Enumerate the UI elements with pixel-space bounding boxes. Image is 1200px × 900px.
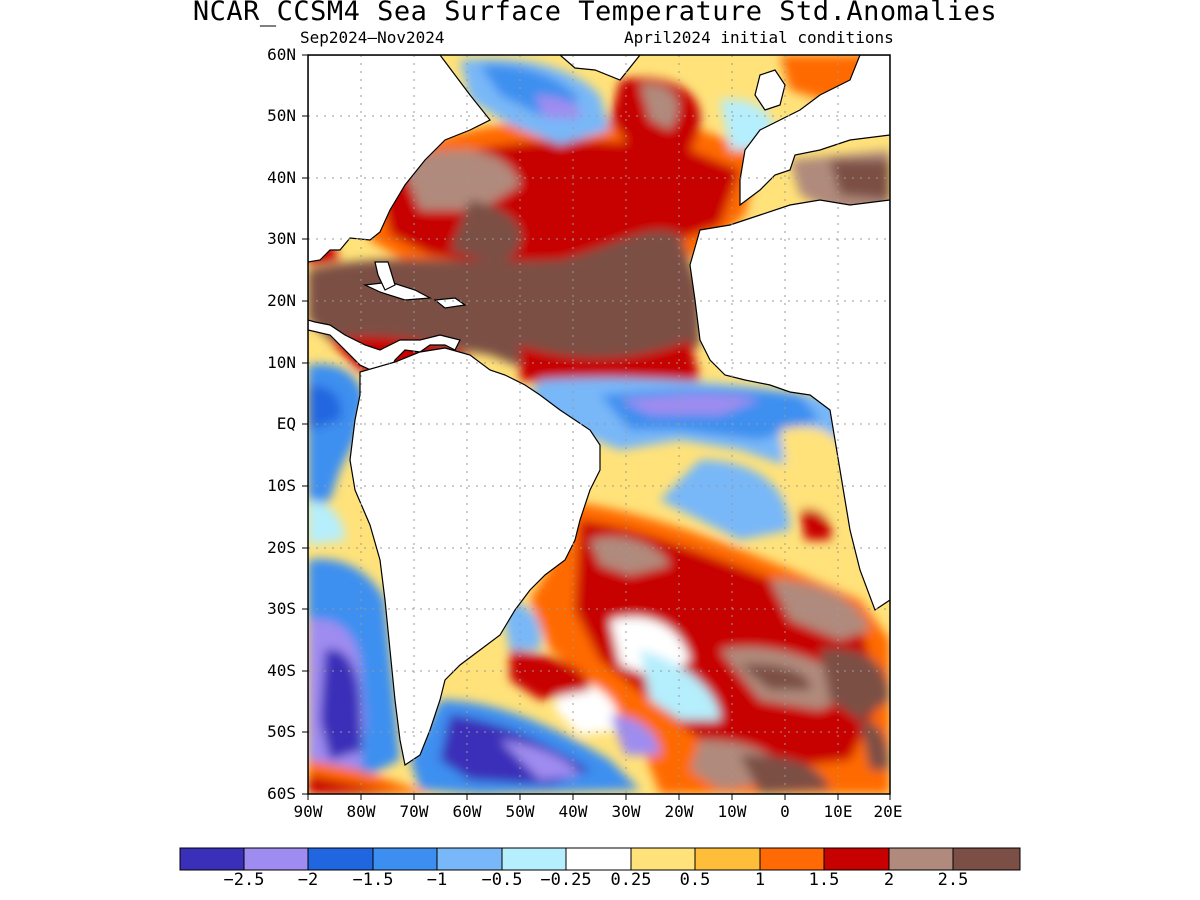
- lat-label: 40S: [267, 661, 296, 680]
- colorbar-label: −2.5: [223, 870, 265, 890]
- lon-label: 80W: [346, 802, 376, 821]
- lat-label: 30S: [267, 599, 296, 618]
- lon-label: 0: [780, 802, 790, 821]
- lon-label: 60W: [452, 802, 482, 821]
- lon-label: 20W: [664, 802, 694, 821]
- colorbar-label: 2: [883, 870, 895, 890]
- lon-label: 70W: [399, 802, 429, 821]
- lon-label: 10E: [823, 802, 853, 821]
- south-america: [349, 347, 601, 766]
- colorbar-swatch: [501, 847, 567, 871]
- colorbar-swatch: [372, 847, 438, 871]
- lon-label: 50W: [505, 802, 535, 821]
- colorbar-label: 0.25: [610, 870, 652, 890]
- lat-label: 50S: [267, 722, 296, 741]
- colorbar-label: −0.25: [540, 870, 592, 890]
- colorbar-swatch: [179, 847, 245, 871]
- forecast-period: Sep2024–Nov2024: [300, 28, 445, 47]
- lon-label: 90W: [293, 802, 323, 821]
- lat-label: 20S: [267, 538, 296, 557]
- colorbar-swatch: [759, 847, 825, 871]
- colorbar-swatch: [694, 847, 761, 871]
- florida: [374, 261, 396, 291]
- colorbar-label: −1.5: [352, 870, 394, 890]
- colorbar-label: −2: [297, 870, 319, 890]
- colorbar-label: 2.5: [937, 870, 969, 890]
- colorbar-label: −1: [426, 870, 448, 890]
- colorbar-swatch: [436, 847, 503, 871]
- lon-label: 20E: [873, 802, 903, 821]
- lat-label: 60N: [267, 45, 296, 64]
- europe: [739, 55, 890, 207]
- hispaniola: [433, 297, 467, 309]
- north-america: [308, 55, 491, 263]
- colorbar-label: 1: [754, 870, 766, 890]
- map-title: NCAR_CCSM4 Sea Surface Temperature Std.A…: [192, 0, 998, 27]
- colorbar-swatch: [307, 847, 374, 871]
- land-masses: [308, 55, 890, 766]
- axis-ticks: [302, 54, 891, 800]
- lat-label: 60S: [267, 784, 296, 803]
- lat-label: EQ: [276, 414, 296, 433]
- lon-label: 40W: [558, 802, 588, 821]
- graticule: [308, 55, 890, 794]
- lat-label: 20N: [267, 291, 296, 310]
- colorbar-swatch: [888, 847, 954, 871]
- british-isles: [754, 69, 786, 111]
- colorbar-swatch: [630, 847, 696, 871]
- greenland: [559, 55, 641, 81]
- lat-label: 10N: [267, 353, 296, 372]
- lat-label: 50N: [267, 106, 296, 125]
- lat-label: 30N: [267, 229, 296, 248]
- lon-label: 30W: [611, 802, 641, 821]
- lat-label: 10S: [267, 476, 296, 495]
- lat-label: 40N: [267, 168, 296, 187]
- africa: [689, 199, 890, 611]
- anomaly-field: [308, 55, 890, 794]
- colorbar: [179, 847, 1021, 871]
- colorbar-swatch: [823, 847, 890, 871]
- initial-conditions: April2024 initial conditions: [624, 28, 894, 47]
- colorbar-label: 1.5: [808, 870, 840, 890]
- lon-label: 10W: [717, 802, 747, 821]
- colorbar-swatch: [243, 847, 309, 871]
- colorbar-label: 0.5: [679, 870, 711, 890]
- colorbar-label: −0.5: [481, 870, 523, 890]
- colorbar-swatch: [565, 847, 632, 871]
- colorbar-swatch: [952, 847, 1021, 871]
